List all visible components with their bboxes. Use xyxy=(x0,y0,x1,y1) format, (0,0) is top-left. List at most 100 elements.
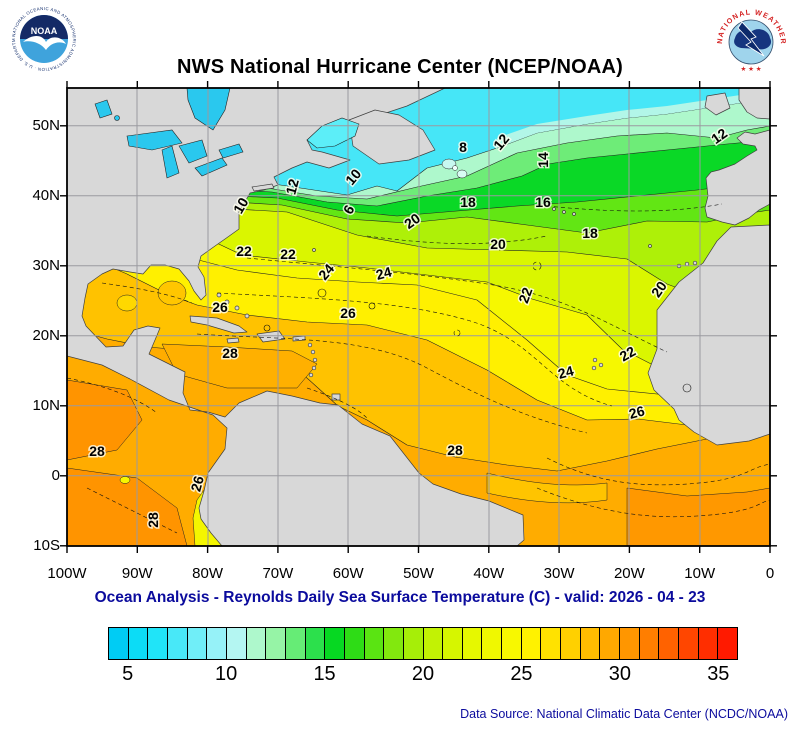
colorbar-cell xyxy=(561,628,581,659)
lat-tick-label: 40N xyxy=(32,186,60,204)
graticule xyxy=(67,88,770,546)
land-cuba xyxy=(189,315,248,334)
sst-colorbar xyxy=(108,627,738,660)
lat-tick-label: 30N xyxy=(32,256,60,274)
lon-tick-label: 40W xyxy=(473,565,505,582)
land-jamaica xyxy=(226,337,240,344)
contour-label: 18 xyxy=(460,194,476,210)
contour-label: 24 xyxy=(556,362,575,382)
lon-tick-label: 50W xyxy=(403,565,434,582)
colorbar-tick-label: 10 xyxy=(215,663,238,685)
land-europe xyxy=(704,129,770,226)
contour-label: 22 xyxy=(280,246,296,262)
colorbar-cell xyxy=(246,628,267,659)
colorbar-cell xyxy=(384,628,404,659)
lat-tick-label: 50N xyxy=(32,116,60,134)
colorbar-cell xyxy=(285,628,306,659)
contour-label: 22 xyxy=(236,243,252,259)
lake-superior xyxy=(126,129,183,151)
contour-label: 26 xyxy=(212,299,228,315)
colorbar-cell xyxy=(167,628,188,659)
colorbar-cell xyxy=(226,628,247,659)
contour-label: 28 xyxy=(145,512,161,528)
noaa-logo: NATIONAL OCEANIC AND ATMOSPHERIC ADMINIS… xyxy=(10,5,77,72)
lon-tick-label: 20W xyxy=(613,565,645,582)
colorbar-cell xyxy=(187,628,208,659)
colorbar-cell xyxy=(403,628,424,659)
dashed-contours xyxy=(67,203,770,534)
lon-tick-label: 70W xyxy=(262,565,294,582)
colorbar-cell xyxy=(620,628,640,659)
contour-label: 14 xyxy=(535,152,551,168)
contour-label: 28 xyxy=(447,442,463,458)
land-puerto-rico xyxy=(292,335,306,342)
contour-label: 22 xyxy=(515,285,535,305)
colorbar-cell xyxy=(128,628,149,659)
contour-label: 12 xyxy=(282,177,302,196)
nws-lightning-icon xyxy=(737,21,765,57)
axis-ticks xyxy=(60,81,777,553)
colorbar-cell xyxy=(443,628,463,659)
colorbar-cell xyxy=(541,628,562,659)
noaa-wordmark: NOAA xyxy=(31,26,58,36)
lon-tick-label: 0 xyxy=(765,565,775,582)
lake-huron xyxy=(178,139,208,164)
colorbar-cell xyxy=(718,628,737,659)
lake-erie xyxy=(194,157,228,177)
colorbar-cell xyxy=(305,628,326,659)
lat-tick-label: 0 xyxy=(51,466,60,484)
colorbar-tick-label: 25 xyxy=(510,663,533,685)
land-americas xyxy=(67,88,525,546)
map-caption: Ocean Analysis - Reynolds Daily Sea Surf… xyxy=(94,589,706,606)
lon-tick-label: 30W xyxy=(543,565,575,582)
map-frame xyxy=(60,81,777,553)
colorbar-tick-label: 35 xyxy=(707,663,730,685)
land-great-britain xyxy=(738,88,770,120)
lon-tick-label: 10W xyxy=(684,565,716,582)
contour-label: 8 xyxy=(459,139,467,155)
colorbar-cell xyxy=(325,628,345,659)
contour-label: 26 xyxy=(340,305,356,321)
contour-label: 16 xyxy=(535,194,551,210)
lon-tick-label: 80W xyxy=(192,565,224,582)
colorbar-cell xyxy=(482,628,503,659)
contour-label: 26 xyxy=(627,402,646,422)
land-africa xyxy=(647,224,770,446)
contour-label: 28 xyxy=(222,345,238,361)
colorbar-cell xyxy=(502,628,522,659)
eddy-contours xyxy=(263,288,692,393)
noaa-sky xyxy=(20,15,68,39)
colorbar-cell xyxy=(659,628,680,659)
colorbar-cell xyxy=(266,628,286,659)
colorbar-tick-label: 5 xyxy=(122,663,134,685)
colorbar-cell xyxy=(364,628,385,659)
contour-label: 28 xyxy=(89,443,105,459)
noaa-seagull-icon xyxy=(23,35,66,50)
data-source-note: Data Source: National Climatic Data Cent… xyxy=(460,707,788,721)
nws-logo: NATIONAL WEATHER SERVICE ★ ★ ★ xyxy=(714,4,787,77)
colorbar-tick-label: 20 xyxy=(411,663,435,685)
colorbar-cell xyxy=(344,628,365,659)
colorbar-cell xyxy=(462,628,483,659)
colorbar-cell xyxy=(600,628,621,659)
colorbar-cell xyxy=(148,628,168,659)
lake-ontario xyxy=(218,143,244,159)
colorbar-cell xyxy=(698,628,719,659)
land-newfoundland xyxy=(348,109,436,165)
page-title: NWS National Hurricane Center (NCEP/NOAA… xyxy=(176,56,624,78)
land-ireland xyxy=(704,92,731,116)
colorbar-cell xyxy=(639,628,660,659)
lake-michigan xyxy=(161,145,180,179)
colorbar-cell xyxy=(423,628,444,659)
colorbar-cell xyxy=(109,628,129,659)
colorbar-cell xyxy=(207,628,227,659)
lake-winnipeg xyxy=(94,99,113,119)
lon-tick-label: 100W xyxy=(47,565,87,582)
land-trinidad xyxy=(331,393,341,401)
lakes-layer xyxy=(94,88,360,179)
nws-stars: ★ ★ ★ xyxy=(740,65,761,73)
colorbar-cell xyxy=(521,628,542,659)
lat-tick-label: 10S xyxy=(33,536,60,554)
